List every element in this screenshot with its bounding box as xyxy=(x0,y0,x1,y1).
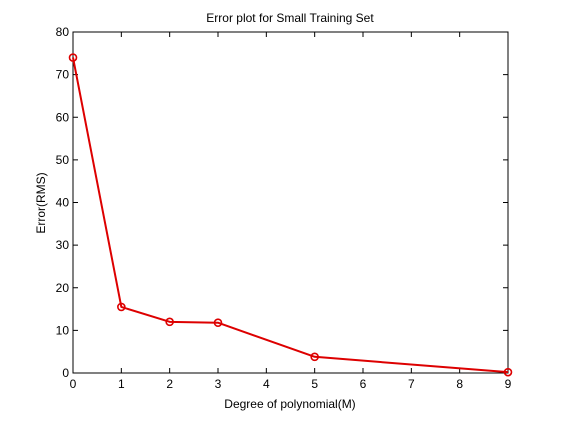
x-tick-label: 9 xyxy=(505,377,512,391)
x-tick-label: 8 xyxy=(456,377,463,391)
x-tick-label: 6 xyxy=(360,377,367,391)
x-tick-label: 3 xyxy=(215,377,222,391)
y-tick-label: 50 xyxy=(56,153,70,167)
y-tick-label: 10 xyxy=(56,323,70,337)
x-tick-label: 0 xyxy=(70,377,77,391)
y-tick-label: 60 xyxy=(56,110,70,124)
data-point xyxy=(310,352,319,362)
data-point xyxy=(68,53,78,62)
series-line xyxy=(72,57,509,374)
axes-box xyxy=(72,31,509,374)
x-axis: 0 1 2 3 4 5 6 7 8 9 xyxy=(70,32,512,391)
x-axis-label: Degree of polynomial(M) xyxy=(224,397,355,411)
data-point xyxy=(117,302,126,312)
y-tick-label: 40 xyxy=(56,196,70,210)
data-point xyxy=(213,318,223,328)
y-tick-label: 20 xyxy=(56,281,70,295)
chart-title: Error plot for Small Training Set xyxy=(206,11,374,25)
x-tick-label: 5 xyxy=(311,377,318,391)
y-tick-label: 0 xyxy=(62,366,69,380)
y-tick-label: 80 xyxy=(56,25,70,39)
x-tick-label: 1 xyxy=(118,377,125,391)
y-axis-label: Error(RMS) xyxy=(34,172,48,233)
y-tick-label: 30 xyxy=(56,238,70,252)
x-tick-label: 7 xyxy=(408,377,415,391)
y-tick-label: 70 xyxy=(56,68,70,82)
series-layer xyxy=(68,53,513,377)
data-point xyxy=(165,317,174,327)
data-point xyxy=(503,367,513,377)
x-tick-label: 2 xyxy=(166,377,173,391)
x-tick-label: 4 xyxy=(263,377,270,391)
y-axis: 0 10 20 30 40 50 60 70 80 xyxy=(56,25,508,380)
